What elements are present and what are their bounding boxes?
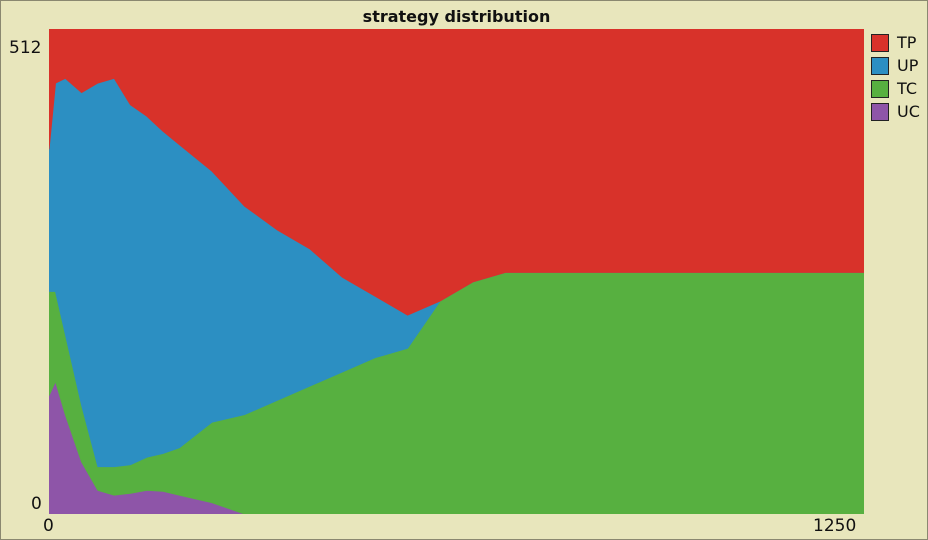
legend-swatch [871, 33, 889, 52]
x-tick-max: 1250 [813, 516, 857, 536]
legend-swatch [871, 102, 889, 121]
x-tick-min: 0 [43, 516, 54, 536]
legend: TP UP TC UC [871, 31, 920, 123]
chart-title: strategy distribution [362, 7, 551, 26]
area-series-tp [49, 29, 864, 316]
legend-item-up: UP [871, 54, 920, 77]
legend-swatch [871, 56, 889, 75]
plot-area [49, 29, 864, 514]
legend-item-tc: TC [871, 77, 920, 100]
legend-item-tp: TP [871, 31, 920, 54]
y-tick-max: 512 [9, 38, 42, 58]
legend-label: TC [897, 79, 918, 98]
stacked-area-chart [49, 29, 864, 514]
legend-label: UC [897, 102, 920, 121]
legend-label: TP [897, 33, 917, 52]
legend-item-uc: UC [871, 100, 920, 123]
legend-label: UP [897, 56, 919, 75]
legend-swatch [871, 79, 889, 98]
y-tick-min: 0 [31, 494, 42, 514]
